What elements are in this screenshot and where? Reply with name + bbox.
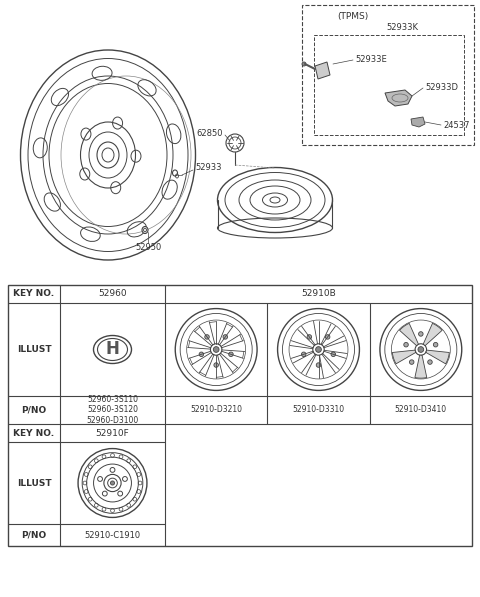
Circle shape (307, 335, 312, 339)
Polygon shape (423, 324, 442, 346)
Circle shape (223, 335, 228, 339)
Circle shape (409, 360, 414, 364)
Circle shape (433, 343, 438, 347)
Circle shape (418, 347, 424, 352)
Circle shape (331, 352, 336, 356)
Text: KEY NO.: KEY NO. (13, 290, 55, 298)
Circle shape (205, 335, 209, 339)
Circle shape (214, 363, 218, 367)
Text: ILLUST: ILLUST (17, 479, 51, 488)
Circle shape (110, 481, 115, 485)
Ellipse shape (302, 62, 306, 66)
Text: 52960: 52960 (98, 290, 127, 298)
Text: 24537: 24537 (443, 121, 469, 130)
Text: 52933K: 52933K (386, 23, 418, 32)
Polygon shape (411, 117, 425, 127)
Text: 52910-C1910: 52910-C1910 (84, 531, 141, 540)
Polygon shape (392, 350, 416, 364)
Polygon shape (426, 350, 449, 364)
Polygon shape (315, 62, 330, 79)
Text: 52910F: 52910F (96, 429, 130, 438)
Bar (302, 5, 474, 145)
Polygon shape (415, 355, 427, 378)
Text: ILLUST: ILLUST (17, 345, 51, 354)
Ellipse shape (142, 226, 148, 233)
Circle shape (301, 352, 306, 356)
Circle shape (213, 347, 219, 352)
Circle shape (316, 347, 322, 352)
Polygon shape (385, 90, 412, 106)
Text: 52910-D3410: 52910-D3410 (395, 405, 447, 414)
Circle shape (199, 352, 204, 356)
Text: 52950: 52950 (135, 244, 161, 253)
Bar (314, 35, 464, 135)
Text: 52910-D3210: 52910-D3210 (190, 405, 242, 414)
Text: H: H (106, 340, 120, 359)
Text: 52910-D3310: 52910-D3310 (292, 405, 345, 414)
Text: 52910B: 52910B (301, 290, 336, 298)
Bar (8, 285, 472, 546)
Text: 52933E: 52933E (355, 56, 387, 64)
Text: 52960-3S110
52960-3S120
52960-D3100: 52960-3S110 52960-3S120 52960-D3100 (86, 395, 139, 425)
Circle shape (419, 332, 423, 336)
Circle shape (325, 335, 330, 339)
Polygon shape (399, 324, 419, 346)
Circle shape (228, 352, 233, 356)
Text: 52933: 52933 (195, 164, 221, 173)
Circle shape (428, 360, 432, 364)
Text: P/NO: P/NO (22, 405, 47, 414)
Text: KEY NO.: KEY NO. (13, 429, 55, 438)
Text: P/NO: P/NO (22, 531, 47, 540)
Circle shape (404, 343, 408, 347)
Text: 62850: 62850 (197, 128, 223, 137)
Text: 52933D: 52933D (425, 84, 458, 93)
Circle shape (316, 363, 321, 367)
Text: (TPMS): (TPMS) (337, 13, 368, 21)
